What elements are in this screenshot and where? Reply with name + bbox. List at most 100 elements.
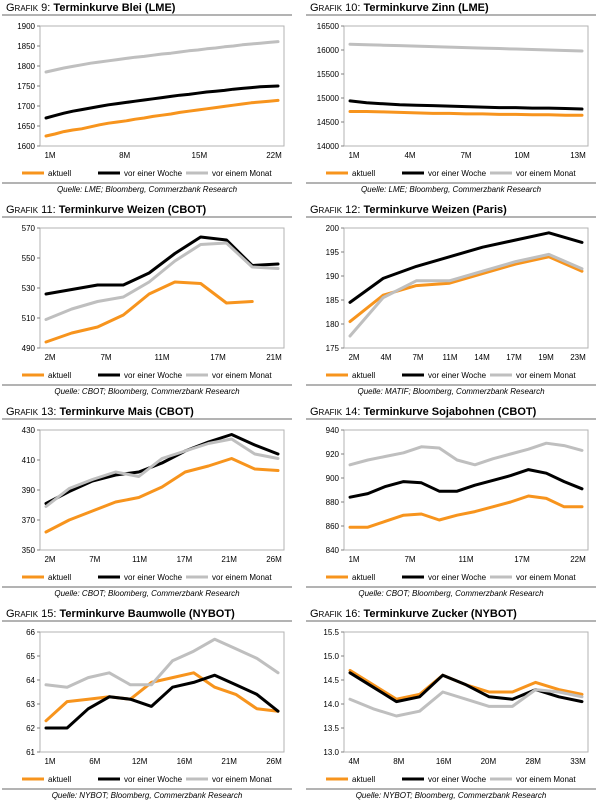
y-tick-label: 1850 bbox=[17, 42, 35, 51]
x-tick-label: 15M bbox=[192, 151, 208, 160]
legend-label-woche: vor einer Woche bbox=[428, 775, 487, 784]
y-tick-label: 62 bbox=[26, 724, 35, 733]
y-tick-label: 1800 bbox=[17, 62, 35, 71]
series-line-aktuell bbox=[44, 280, 254, 344]
legend-label-monat: vor einem Monat bbox=[212, 169, 272, 178]
x-tick-label: 11M bbox=[459, 555, 474, 564]
legend-label-aktuell: aktuell bbox=[352, 169, 375, 178]
x-tick-label: 14M bbox=[474, 353, 490, 362]
legend-label-aktuell: aktuell bbox=[352, 573, 375, 582]
x-tick-label: 16M bbox=[436, 757, 452, 766]
y-tick-label: 180 bbox=[326, 320, 340, 329]
series-line-monat bbox=[348, 42, 584, 53]
chart-title-text: Terminkurve Baumwolle (NYBOT) bbox=[59, 608, 235, 620]
chart-title: Grafik 11: Terminkurve Weizen (CBOT) bbox=[6, 204, 206, 216]
title-rule bbox=[2, 418, 292, 420]
x-tick-label: 17M bbox=[514, 555, 530, 564]
y-tick-label: 14000 bbox=[317, 142, 340, 151]
chart-source: Quelle: CBOT; Bloomberg, Commerzbank Res… bbox=[54, 387, 240, 396]
series-line-aktuell bbox=[44, 457, 280, 534]
y-tick-label: 14.0 bbox=[323, 700, 339, 709]
chart-panel-baumwolle: Grafik 15: Terminkurve Baumwolle (NYBOT)… bbox=[2, 606, 292, 806]
chart-plot: 61 62 63 64 65 66 1M 6M 12M 16M 21M 26M aktuell vor e… bbox=[22, 628, 285, 784]
source-rule bbox=[2, 586, 292, 588]
x-tick-label: 8M bbox=[393, 757, 404, 766]
x-tick-label: 13M bbox=[570, 151, 586, 160]
legend-label-aktuell: aktuell bbox=[48, 371, 71, 380]
chart-number: Grafik 12: bbox=[310, 204, 361, 216]
y-tick-label: 840 bbox=[326, 546, 340, 555]
x-tick-label: 11M bbox=[443, 353, 458, 362]
x-tick-label: 21M bbox=[221, 757, 237, 766]
y-tick-label: 61 bbox=[26, 748, 35, 757]
x-tick-label: 6M bbox=[89, 757, 100, 766]
chart-panel-zinn: Grafik 10: Terminkurve Zinn (LME) 14000 14… bbox=[306, 0, 596, 200]
chart-title-text: Terminkurve Weizen (CBOT) bbox=[58, 204, 207, 216]
source-rule bbox=[2, 182, 292, 184]
y-tick-label: 1600 bbox=[17, 142, 35, 151]
y-tick-label: 860 bbox=[326, 522, 340, 531]
x-tick-label: 8M bbox=[119, 151, 130, 160]
series-line-monat bbox=[44, 637, 280, 689]
legend-label-woche: vor einer Woche bbox=[124, 775, 183, 784]
series-line-aktuell bbox=[348, 255, 584, 324]
y-tick-label: 410 bbox=[22, 456, 36, 465]
source-rule bbox=[2, 384, 292, 386]
y-tick-label: 430 bbox=[22, 426, 36, 435]
y-tick-label: 15.5 bbox=[323, 628, 339, 637]
y-tick-label: 1900 bbox=[17, 22, 35, 31]
x-tick-label: 10M bbox=[514, 151, 530, 160]
x-tick-label: 4M bbox=[348, 757, 359, 766]
y-tick-label: 900 bbox=[326, 474, 340, 483]
series-line-monat bbox=[348, 252, 584, 338]
series-line-aktuell bbox=[44, 671, 280, 723]
y-tick-label: 920 bbox=[326, 450, 340, 459]
chart-panel-sojabohnen: Grafik 14: Terminkurve Sojabohnen (CBOT)… bbox=[306, 404, 596, 604]
chart-source: Quelle: LME; Bloomberg, Commerzbank Rese… bbox=[56, 185, 238, 194]
chart-panel-weizen-cbot: Grafik 11: Terminkurve Weizen (CBOT) 490 5… bbox=[2, 202, 292, 402]
y-tick-label: 63 bbox=[26, 700, 35, 709]
chart-title: Grafik 14: Terminkurve Sojabohnen (CBOT) bbox=[310, 406, 536, 418]
chart-plot: 840 860 880 900 920 940 1M 7M 11M 17M 22M aktuell vo… bbox=[326, 426, 589, 582]
y-tick-label: 13.5 bbox=[323, 724, 339, 733]
legend-label-woche: vor einer Woche bbox=[124, 169, 183, 178]
x-tick-label: 17M bbox=[506, 353, 522, 362]
title-rule bbox=[306, 418, 596, 420]
plot-frame bbox=[39, 631, 285, 753]
chart-plot: 490 510 530 550 570 2M 7M 11M 17M 21M aktuell vor e… bbox=[22, 224, 285, 380]
x-tick-label: 21M bbox=[266, 353, 282, 362]
y-tick-label: 510 bbox=[22, 314, 36, 323]
chart-panel-weizen-paris: Grafik 12: Terminkurve Weizen (Paris) 175… bbox=[306, 202, 596, 402]
series-line-monat bbox=[44, 40, 280, 74]
y-tick-label: 190 bbox=[326, 272, 340, 281]
chart-number: Grafik 16: bbox=[310, 608, 361, 620]
chart-title: Grafik 16: Terminkurve Zucker (NYBOT) bbox=[310, 608, 517, 620]
x-tick-label: 12M bbox=[132, 757, 148, 766]
x-tick-label: 2M bbox=[44, 353, 55, 362]
legend-label-woche: vor einer Woche bbox=[124, 371, 183, 380]
y-tick-label: 390 bbox=[22, 486, 36, 495]
chart-number: Grafik 10: bbox=[310, 2, 361, 14]
y-tick-label: 14.5 bbox=[323, 676, 339, 685]
y-tick-label: 195 bbox=[326, 248, 340, 257]
chart-title: Grafik 10: Terminkurve Zinn (LME) bbox=[310, 2, 489, 14]
series-line-monat bbox=[44, 241, 280, 321]
series-line-woche bbox=[348, 231, 584, 304]
legend-label-monat: vor einem Monat bbox=[516, 371, 576, 380]
y-tick-label: 1650 bbox=[17, 122, 35, 131]
legend-label-woche: vor einer Woche bbox=[124, 573, 183, 582]
y-tick-label: 66 bbox=[26, 628, 35, 637]
series-line-monat bbox=[44, 437, 280, 508]
chart-source: Quelle: NYBOT; Bloomberg, Commerzbank Re… bbox=[51, 791, 243, 800]
chart-source: Quelle: CBOT; Bloomberg, Commerzbank Res… bbox=[358, 589, 544, 598]
chart-number: Grafik 15: bbox=[6, 608, 57, 620]
chart-title-text: Terminkurve Weizen (Paris) bbox=[363, 204, 507, 216]
series-line-aktuell bbox=[44, 98, 280, 138]
chart-panel-zucker: Grafik 16: Terminkurve Zucker (NYBOT) 13.… bbox=[306, 606, 596, 806]
legend-label-monat: vor einem Monat bbox=[516, 169, 576, 178]
chart-title-text: Terminkurve Zinn (LME) bbox=[363, 2, 489, 14]
x-tick-label: 1M bbox=[348, 555, 359, 564]
x-tick-label: 2M bbox=[44, 555, 55, 564]
source-rule bbox=[306, 586, 596, 588]
x-tick-label: 22M bbox=[570, 555, 586, 564]
